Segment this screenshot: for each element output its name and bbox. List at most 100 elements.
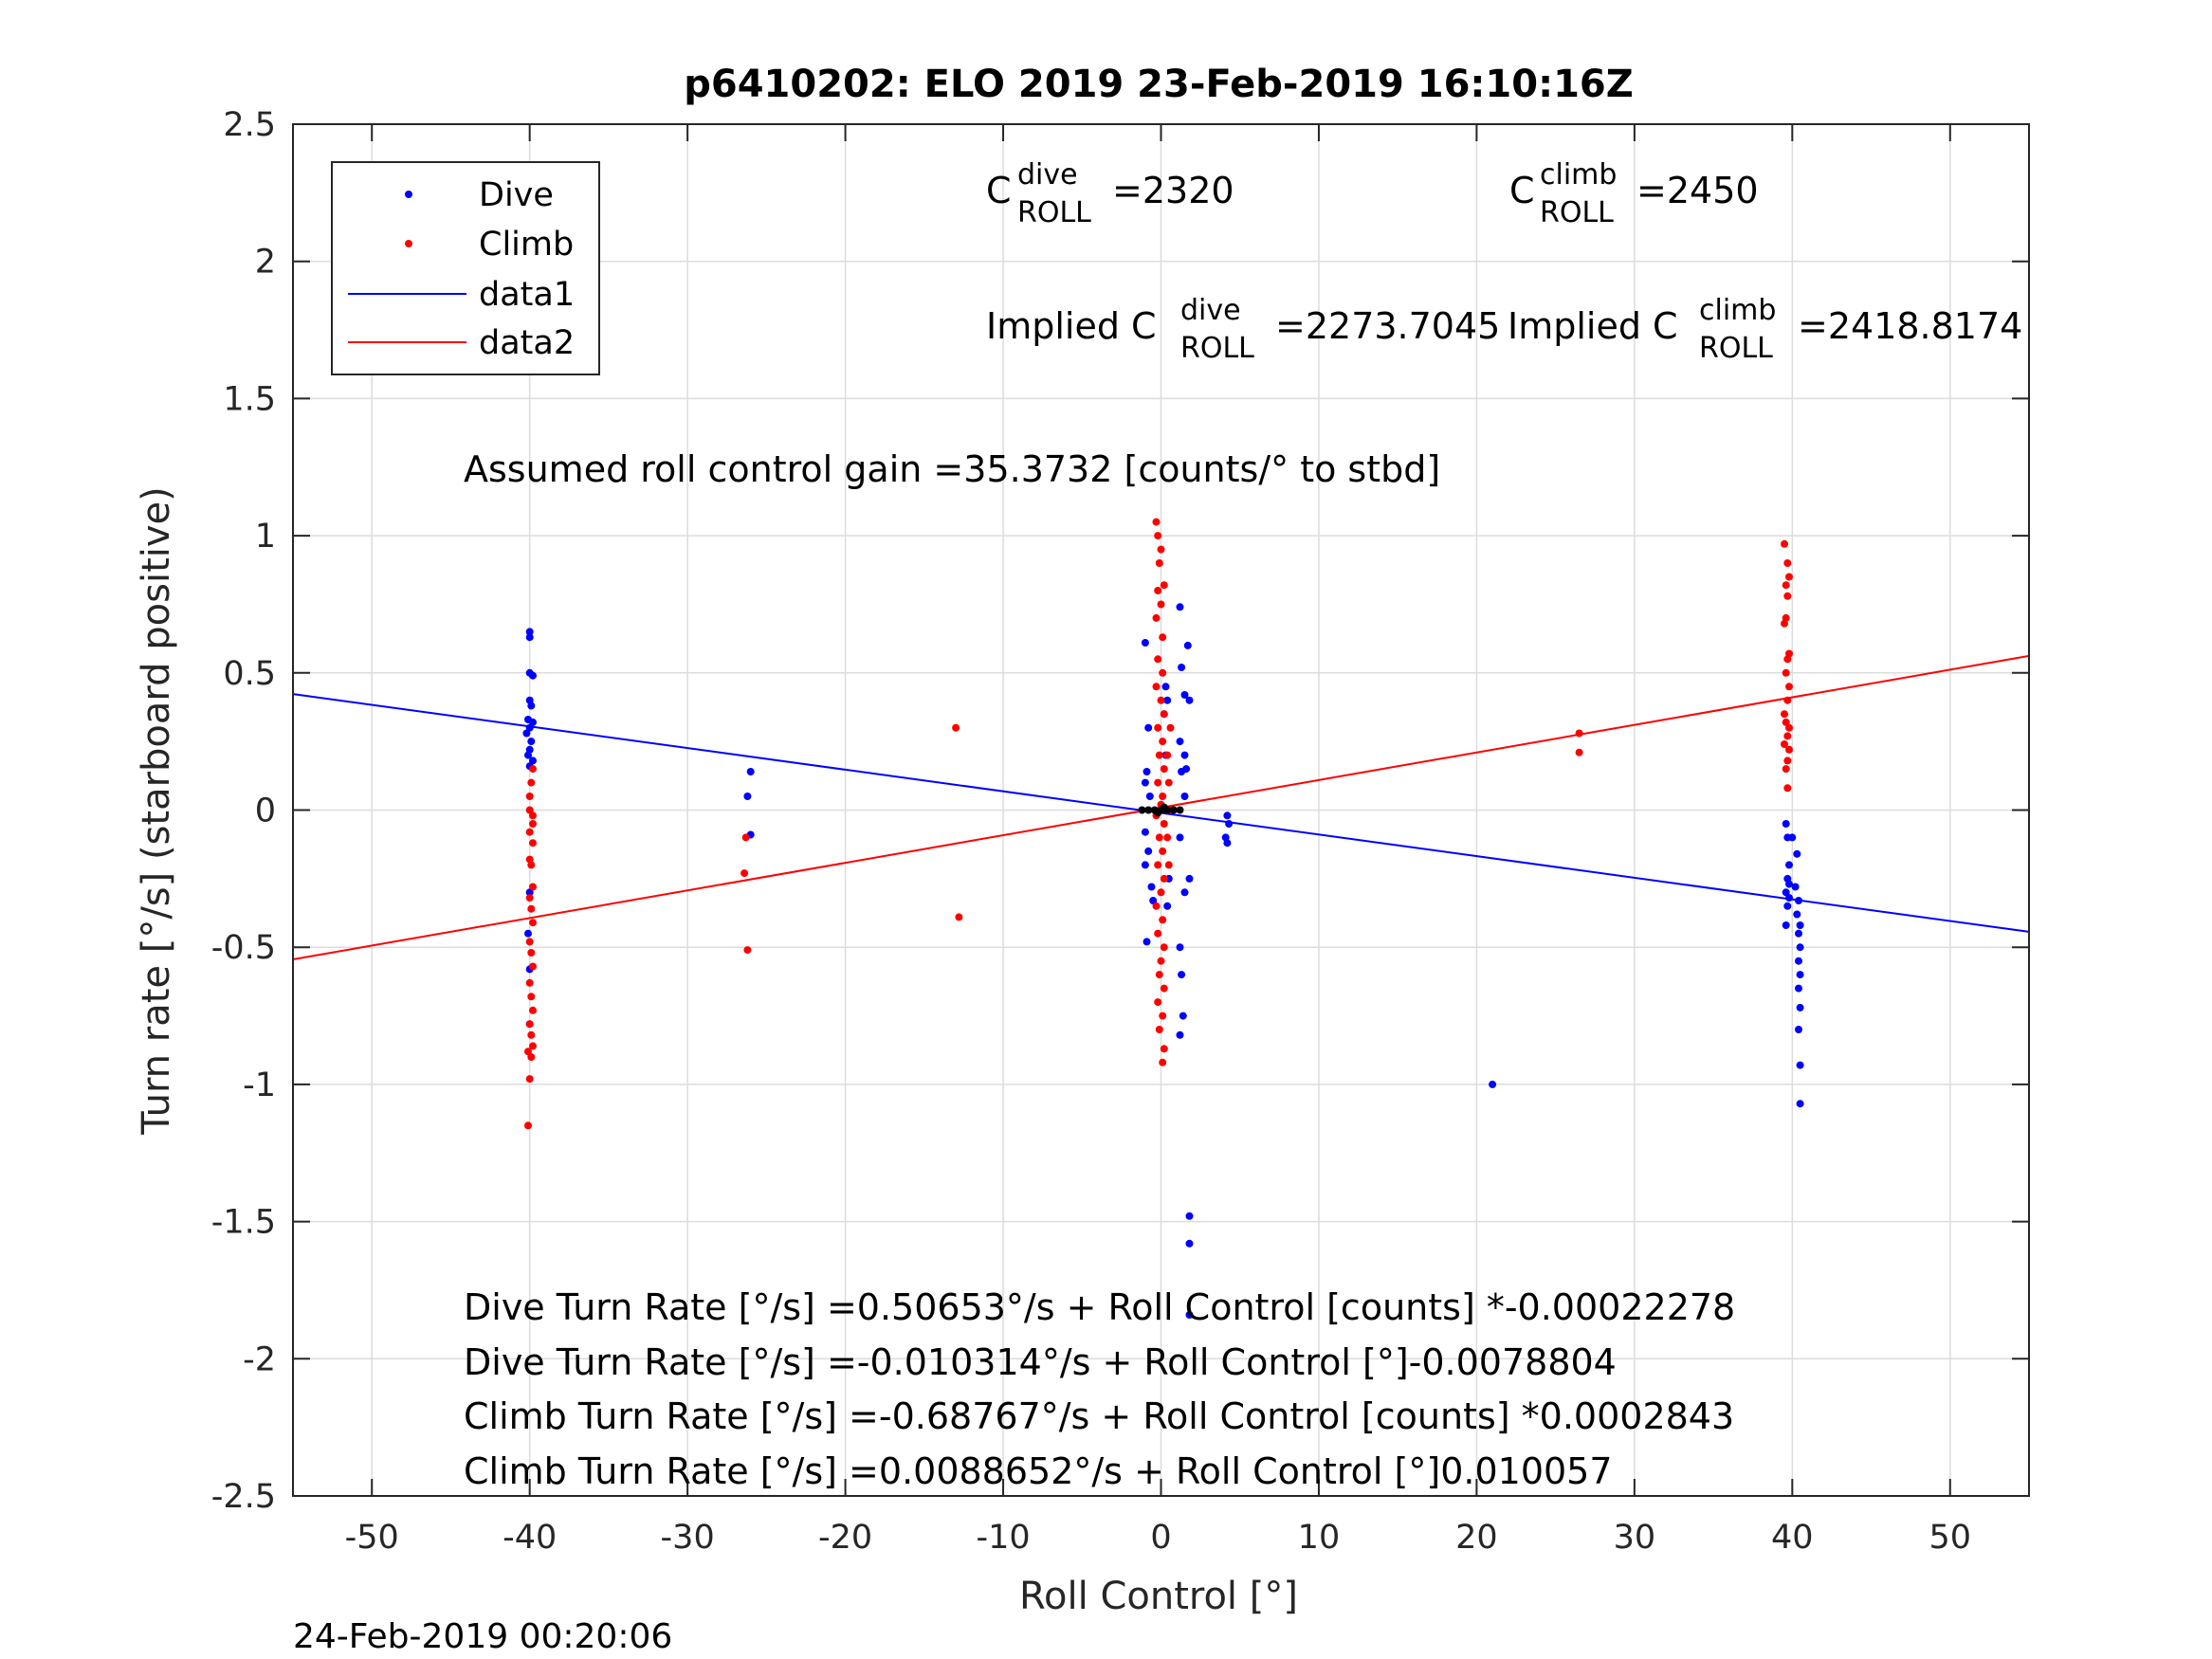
implied-dive-superscript: dive	[1180, 294, 1241, 327]
point-climb	[1157, 545, 1165, 554]
point-climb	[1164, 778, 1173, 787]
legend: Dive Climb data1 data2	[331, 161, 600, 375]
point-dive	[1783, 902, 1792, 910]
point-climb	[1782, 718, 1790, 726]
point-dive	[1163, 696, 1172, 704]
legend-label-data2: data2	[479, 324, 575, 362]
legend-box	[331, 161, 600, 375]
point-climb	[529, 820, 537, 828]
point-climb	[1152, 683, 1161, 691]
point-climb	[527, 1030, 536, 1039]
legend-label-data1: data1	[479, 276, 575, 314]
point-dive	[1180, 691, 1189, 699]
point-climb	[529, 765, 537, 774]
x-tick-label: 50	[1929, 1519, 1971, 1557]
point-climb	[1781, 710, 1788, 719]
point-climb	[524, 1121, 532, 1130]
point-zero-marker	[1144, 806, 1153, 814]
point-climb	[1154, 929, 1162, 938]
point-climb	[525, 938, 534, 946]
point-climb	[1783, 732, 1792, 740]
implied-dive-symbol: Implied C	[986, 305, 1157, 347]
point-climb	[1157, 888, 1165, 897]
point-dive	[1788, 833, 1797, 842]
plot-frame	[292, 123, 2030, 1497]
point-climb	[525, 978, 534, 987]
point-dive	[1185, 696, 1194, 704]
point-dive	[1176, 603, 1184, 611]
point-climb	[1781, 740, 1788, 748]
point-dive	[1796, 943, 1804, 952]
implied-climb-value: =2418.8174	[1798, 305, 2022, 347]
y-tick-label: 2.5	[223, 106, 276, 144]
point-climb	[1154, 723, 1162, 732]
point-dive	[1147, 883, 1156, 891]
c-dive-symbol: C	[986, 170, 1012, 211]
point-dive	[525, 723, 534, 732]
y-tick-label: -1.5	[211, 1204, 276, 1242]
point-dive	[1785, 861, 1793, 869]
point-climb	[1157, 600, 1165, 609]
point-climb	[1160, 874, 1168, 883]
point-climb	[1155, 751, 1163, 759]
point-dive	[1141, 778, 1149, 787]
y-tick-label: 1.5	[223, 380, 276, 418]
chart-title: p6410202: ELO 2019 23-Feb-2019 16:10:16Z	[684, 63, 1634, 106]
point-climb	[1159, 847, 1167, 855]
point-climb	[529, 811, 537, 820]
point-dive	[1179, 1012, 1187, 1020]
point-climb	[1160, 710, 1168, 719]
implied-dive-subscript: ROLL	[1180, 332, 1254, 365]
point-climb	[1155, 971, 1163, 979]
timestamp: 24-Feb-2019 00:20:06	[293, 1617, 672, 1656]
point-dive	[1176, 1030, 1184, 1039]
point-climb	[1160, 820, 1168, 828]
point-climb	[527, 861, 536, 869]
point-dive	[1176, 738, 1184, 746]
c-climb-superscript: climb	[1540, 158, 1617, 191]
point-climb	[1160, 943, 1168, 952]
c-dive-superscript: dive	[1017, 158, 1078, 191]
point-dive	[1795, 957, 1802, 965]
point-dive	[1793, 849, 1801, 858]
y-tick-label: 1	[255, 518, 276, 556]
c-climb-symbol: C	[1509, 170, 1535, 211]
y-tick-label: 0	[255, 793, 276, 830]
point-dive	[527, 738, 536, 746]
point-climb	[1160, 765, 1168, 774]
x-tick-label: 20	[1455, 1519, 1498, 1557]
point-dive	[1785, 880, 1793, 888]
y-tick-label: 0.5	[223, 655, 276, 693]
point-dive	[1782, 921, 1790, 929]
point-climb	[1783, 592, 1792, 600]
point-climb	[740, 869, 749, 878]
implied-climb-annotation: Implied C climb ROLL =2418.8174	[1508, 294, 2022, 365]
point-dive	[1163, 902, 1172, 910]
point-dive	[1183, 641, 1192, 649]
point-dive	[1185, 1239, 1194, 1248]
point-dive	[1182, 765, 1191, 774]
x-tick-label: 10	[1298, 1519, 1341, 1557]
point-climb	[1785, 723, 1793, 732]
point-climb	[529, 1042, 537, 1050]
point-climb	[1159, 738, 1167, 746]
x-tick-label: 40	[1771, 1519, 1814, 1557]
point-dive	[1144, 723, 1153, 732]
point-dive	[1141, 639, 1149, 647]
point-climb	[1164, 861, 1173, 869]
legend-swatch-climb	[405, 240, 412, 247]
point-climb	[1159, 793, 1167, 800]
point-climb	[1155, 559, 1163, 567]
implied-climb-subscript: ROLL	[1699, 332, 1773, 365]
point-climb	[1785, 573, 1793, 581]
point-climb	[1785, 745, 1793, 754]
c-dive-value: =2320	[1112, 170, 1234, 211]
data-points	[522, 518, 1804, 1319]
point-climb	[1160, 1045, 1168, 1053]
implied-climb-symbol: Implied C	[1508, 305, 1678, 347]
point-dive	[525, 633, 534, 642]
point-climb	[1163, 833, 1172, 842]
point-climb	[1575, 729, 1583, 738]
point-climb	[524, 1048, 532, 1056]
fit-equation-dive-counts: Dive Turn Rate [°/s] =0.50653°/s + Roll …	[464, 1286, 1735, 1328]
